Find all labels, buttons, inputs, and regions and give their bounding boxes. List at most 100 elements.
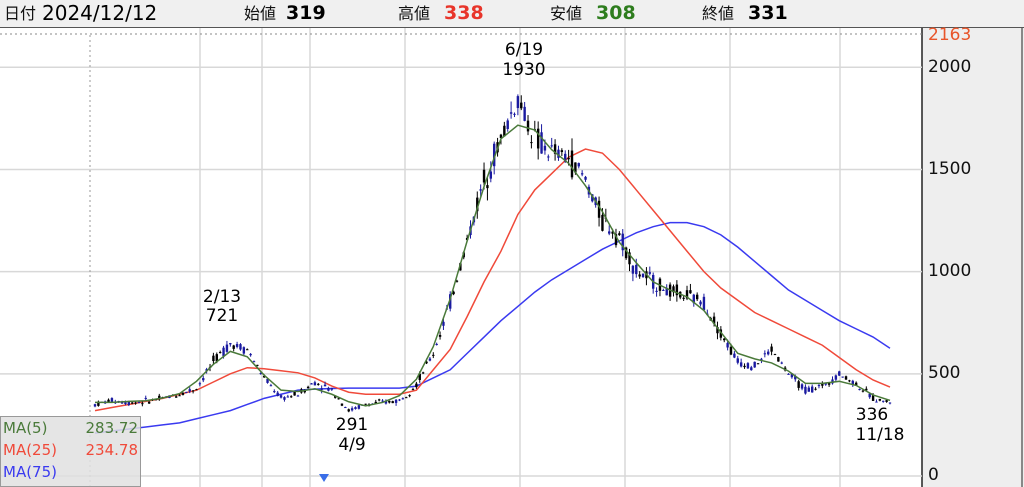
candle-body xyxy=(716,327,719,334)
candle-body xyxy=(442,321,445,326)
candle-body xyxy=(530,142,533,144)
candle-body xyxy=(185,391,188,393)
candle-body xyxy=(188,389,191,392)
candle-body xyxy=(760,358,763,360)
candle-body xyxy=(158,395,161,400)
legend-value: 283.72 xyxy=(85,419,139,437)
candle-body xyxy=(246,349,249,351)
candle-body xyxy=(557,149,560,158)
candle-body xyxy=(543,145,547,151)
candle-body xyxy=(110,398,114,402)
candle-body xyxy=(509,112,513,114)
candle-body xyxy=(882,400,885,402)
candle-body xyxy=(800,384,804,389)
candle-body xyxy=(310,383,313,385)
candle-body xyxy=(421,372,425,374)
candle-body xyxy=(624,247,628,259)
candle-body xyxy=(499,134,503,138)
candle-body xyxy=(398,399,401,401)
ma-legend: MA(5) 283.72 MA(25) 234.78 MA(75) xyxy=(0,416,141,487)
candle-body xyxy=(394,399,398,403)
y-tick-2000: 2000 xyxy=(928,57,972,77)
candle-body xyxy=(229,342,232,345)
candle-body xyxy=(756,363,760,365)
candle-body xyxy=(323,384,327,387)
candle-body xyxy=(249,353,252,356)
candle-body xyxy=(273,391,276,393)
close-label: 終値 xyxy=(702,4,735,23)
candle-body xyxy=(848,380,851,382)
candle-body xyxy=(205,369,208,371)
candle-body xyxy=(344,407,347,409)
candle-body xyxy=(729,347,733,355)
candle-body xyxy=(195,389,198,391)
candle-body xyxy=(838,371,841,376)
candle-body xyxy=(415,383,418,388)
candle-body xyxy=(621,233,624,251)
candle-body xyxy=(726,342,729,348)
candle-body xyxy=(381,400,384,402)
candle-body xyxy=(746,363,750,369)
candle-body xyxy=(655,290,658,292)
candle-body xyxy=(564,153,567,162)
candle-body xyxy=(814,388,817,390)
candle-body xyxy=(702,296,706,311)
candle-body xyxy=(418,373,421,380)
candle-body xyxy=(283,397,286,400)
candle-body xyxy=(178,395,181,397)
ohlc-header: 日付 2024/12/12 始値 319 高値 338 安値 308 終値 33… xyxy=(0,0,1024,28)
candle-body xyxy=(692,294,695,304)
candle-body xyxy=(276,392,279,397)
low-label: 安値 xyxy=(550,4,583,23)
candle-body xyxy=(486,185,489,189)
candle-body xyxy=(662,289,665,291)
candle-body xyxy=(405,397,408,399)
y-tick-0: 0 xyxy=(928,465,939,485)
legend-label: MA(25) xyxy=(3,441,57,459)
candle-body xyxy=(306,386,310,389)
candle-body xyxy=(743,365,746,368)
candle-body xyxy=(841,376,844,378)
candle-body xyxy=(773,354,777,356)
candle-body xyxy=(689,290,692,294)
annotation-date: 6/19 xyxy=(504,40,544,60)
candle-body xyxy=(503,125,506,137)
candle-body xyxy=(675,284,679,296)
y-max-label: 2163 xyxy=(928,25,972,45)
candle-body xyxy=(733,353,736,358)
legend-value: 234.78 xyxy=(85,441,139,459)
candle-body xyxy=(753,361,756,368)
candle-body xyxy=(438,335,442,337)
candle-body xyxy=(570,150,574,178)
candle-body xyxy=(330,388,334,390)
legend-ma5: MA(5) 283.72 xyxy=(3,417,140,439)
candle-body xyxy=(574,162,577,173)
legend-ma75: MA(75) xyxy=(3,461,140,483)
y-axis-panel xyxy=(922,28,1024,487)
candle-body xyxy=(191,390,195,392)
ma75-line xyxy=(94,221,891,434)
candle-body xyxy=(810,386,814,393)
candle-body xyxy=(408,395,411,397)
candle-body xyxy=(817,385,821,387)
candle-body xyxy=(750,367,753,371)
candle-body xyxy=(553,144,557,154)
candle-body xyxy=(134,402,137,404)
candle-body xyxy=(672,286,675,293)
y-tick-500: 500 xyxy=(928,363,961,383)
candle-body xyxy=(665,287,668,296)
candle-body xyxy=(723,338,726,341)
annotation-date: 2/13 xyxy=(202,287,242,307)
candle-body xyxy=(797,381,800,388)
candle-body xyxy=(560,150,564,153)
candle-body xyxy=(770,346,773,352)
candle-body xyxy=(618,233,621,236)
candle-body xyxy=(611,231,614,234)
candle-body xyxy=(286,396,290,398)
candle-body xyxy=(120,402,124,404)
candle-body xyxy=(780,362,783,364)
candle-body xyxy=(259,373,262,375)
legend-ma25: MA(25) 234.78 xyxy=(3,439,140,461)
candle-body xyxy=(854,382,858,386)
candle-body xyxy=(242,347,246,354)
